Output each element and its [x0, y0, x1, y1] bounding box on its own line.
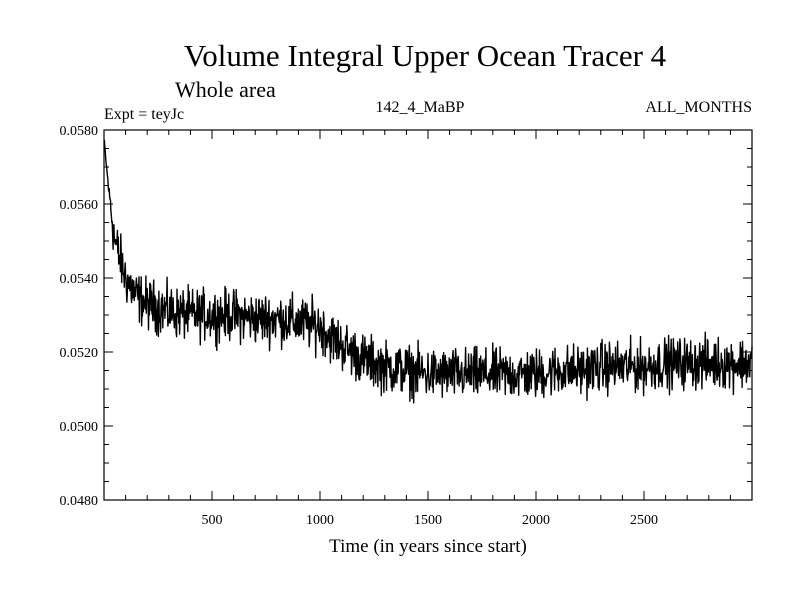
series-group: [103, 139, 753, 404]
season-label: ALL_MONTHS: [645, 99, 752, 116]
y-tick-label: 0.0560: [60, 198, 99, 213]
tick-labels: 500 1000 1500 2000 2500 0.0480 0.0500 0.0520 0.0…: [60, 124, 659, 528]
series-line: [103, 139, 753, 404]
expt-label: Expt = teyJc: [104, 106, 184, 123]
y-tick-label: 0.0480: [60, 494, 99, 509]
x-tick-label: 1000: [306, 513, 334, 528]
x-tick-label: 2000: [522, 513, 550, 528]
y-tick-label: 0.0580: [60, 124, 99, 139]
axis-ticks: [104, 130, 752, 500]
y-tick-label: 0.0540: [60, 272, 99, 287]
x-tick-label: 2500: [630, 513, 658, 528]
x-tick-label: 1500: [414, 513, 442, 528]
chart-subtitle: Whole area: [175, 77, 276, 102]
x-tick-label: 500: [202, 513, 223, 528]
run-label: 142_4_MaBP: [376, 99, 465, 116]
plot-frame: [103, 129, 753, 501]
y-tick-label: 0.0520: [60, 346, 99, 361]
x-axis-label: Time (in years since start): [329, 536, 527, 557]
chart-title: Volume Integral Upper Ocean Tracer 4: [184, 38, 667, 73]
y-tick-label: 0.0500: [60, 420, 99, 435]
